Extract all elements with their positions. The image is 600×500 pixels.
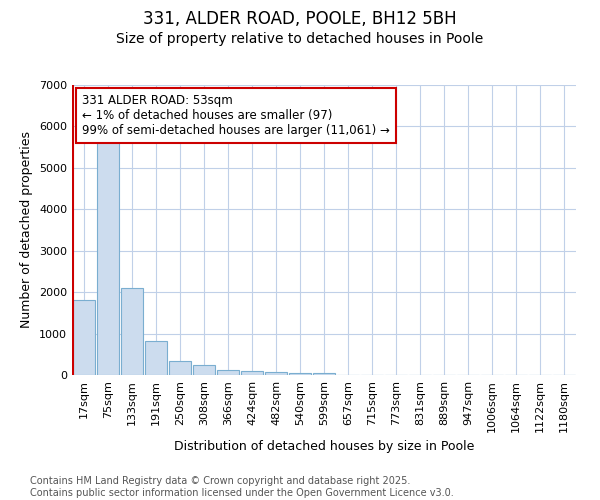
Bar [145, 340, 167, 375]
Bar [217, 370, 239, 375]
Bar [313, 372, 335, 375]
Bar [121, 288, 143, 375]
Bar [169, 360, 191, 375]
Bar [73, 300, 95, 375]
Bar [265, 372, 287, 375]
Text: Contains HM Land Registry data © Crown copyright and database right 2025.
Contai: Contains HM Land Registry data © Crown c… [30, 476, 454, 498]
X-axis label: Distribution of detached houses by size in Poole: Distribution of detached houses by size … [174, 440, 474, 453]
Bar [289, 372, 311, 375]
Text: 331, ALDER ROAD, POOLE, BH12 5BH: 331, ALDER ROAD, POOLE, BH12 5BH [143, 10, 457, 28]
Bar [193, 366, 215, 375]
Text: 331 ALDER ROAD: 53sqm
← 1% of detached houses are smaller (97)
99% of semi-detac: 331 ALDER ROAD: 53sqm ← 1% of detached h… [82, 94, 390, 136]
Text: Size of property relative to detached houses in Poole: Size of property relative to detached ho… [116, 32, 484, 46]
Bar [97, 134, 119, 375]
Y-axis label: Number of detached properties: Number of detached properties [20, 132, 34, 328]
Bar [241, 371, 263, 375]
